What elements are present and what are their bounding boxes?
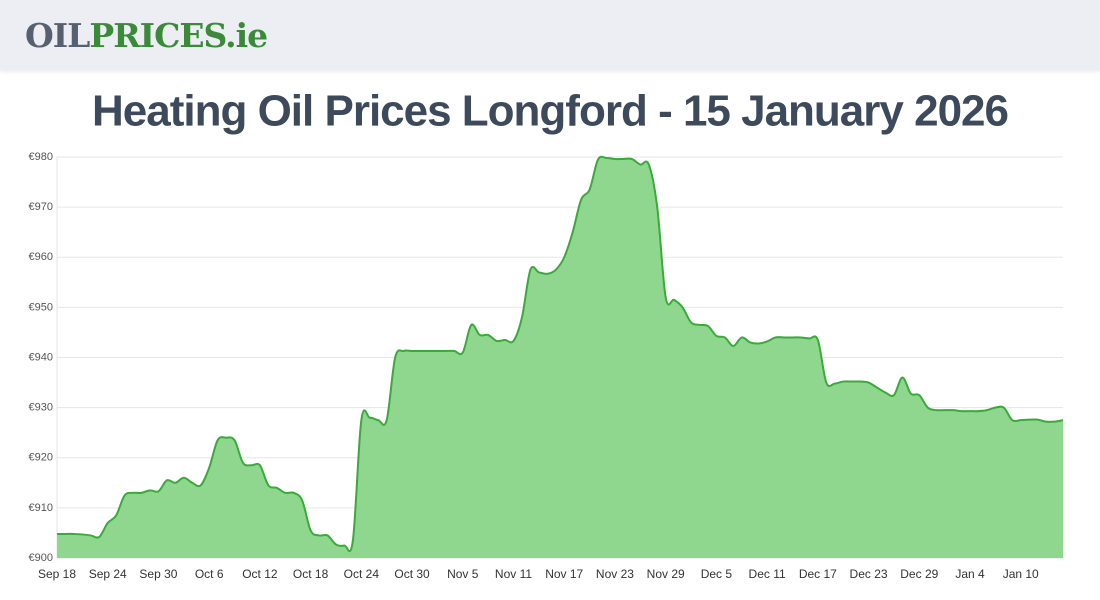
y-tick-label: €950	[29, 301, 53, 313]
x-tick-label: Jan 10	[1003, 567, 1039, 581]
y-tick-label: €920	[29, 452, 53, 464]
x-tick-label: Nov 5	[447, 567, 479, 581]
y-tick-label: €910	[29, 502, 53, 514]
chart-title: Heating Oil Prices Longford - 15 January…	[92, 87, 1008, 136]
area	[57, 156, 1063, 558]
x-tick-label: Oct 24	[344, 567, 380, 581]
x-tick-label: Nov 23	[596, 567, 634, 581]
x-tick-label: Nov 17	[545, 567, 583, 581]
x-tick-label: Oct 18	[293, 567, 329, 581]
x-tick-label: Sep 24	[89, 567, 127, 581]
y-tick-label: €940	[29, 351, 53, 363]
y-tick-label: €980	[29, 151, 53, 163]
x-tick-label: Dec 5	[701, 567, 733, 581]
logo-text: PRICES.ie	[89, 16, 268, 55]
x-tick-label: Dec 17	[799, 567, 837, 581]
logo-text: OIL	[25, 16, 90, 55]
logo[interactable]: OILPRICES.ie	[25, 16, 268, 55]
x-tick-label: Dec 29	[900, 567, 938, 581]
x-tick-label: Oct 6	[195, 567, 224, 581]
y-tick-label: €970	[29, 201, 53, 213]
x-tick-label: Sep 30	[139, 567, 177, 581]
x-tick-label: Jan 4	[955, 567, 985, 581]
x-tick-label: Dec 23	[850, 567, 888, 581]
x-tick-label: Oct 12	[242, 567, 278, 581]
y-tick-label: €960	[29, 251, 53, 263]
x-tick-label: Sep 18	[38, 567, 76, 581]
y-tick-label: €930	[29, 402, 53, 414]
header: OILPRICES.ie	[0, 0, 1100, 70]
x-tick-label: Nov 11	[495, 567, 532, 581]
x-tick-label: Dec 11	[749, 567, 786, 581]
x-tick-label: Oct 30	[394, 567, 430, 581]
y-tick-label: €900	[29, 552, 53, 564]
line	[57, 155, 1064, 553]
x-tick-label: Nov 29	[647, 567, 685, 581]
